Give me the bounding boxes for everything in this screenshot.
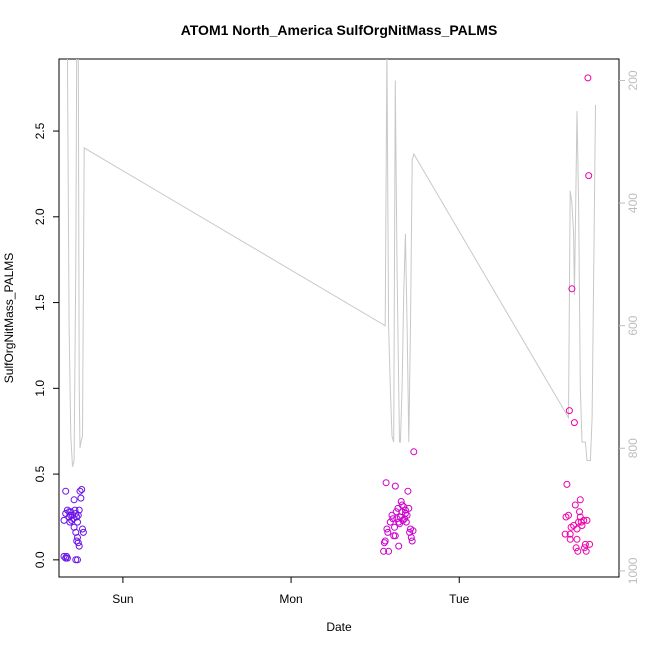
data-point [72,556,80,564]
y-tick-label: 0.5 [33,465,47,482]
y2-tick-label: 1000 [626,557,640,584]
data-point [399,516,407,524]
x-tick-label: Mon [279,592,302,606]
data-point [581,540,589,548]
data-point [75,542,83,550]
data-point [570,419,578,427]
data-point [385,547,393,555]
data-point [382,479,390,487]
data-point [70,496,78,504]
data-point [408,537,416,545]
chart-title: ATOM1 North_America SulfOrgNitMass_PALMS [181,22,498,38]
data-point [388,511,396,519]
data-point [576,513,584,521]
data-point [380,547,388,555]
data-point [565,511,572,519]
y-axis: 0.0 0.5 1.0 1.5 2.0 2.5 [33,122,59,568]
y2-tick-label: 600 [626,315,640,335]
data-point [67,511,75,519]
data-point [391,482,399,490]
data-point [401,510,409,517]
data-point [574,547,582,555]
data-point [384,528,392,536]
data-point [402,518,410,526]
data-point [576,508,583,516]
data-point [398,501,406,509]
data-point [74,534,81,541]
data-point [405,504,413,512]
y2-tick-label: 400 [626,193,640,213]
data-point [77,494,85,502]
data-point [381,537,389,545]
data-point [576,496,584,504]
pressure-profile-line [66,59,596,467]
x-tick-label: Sun [112,592,133,606]
data-point [401,506,409,514]
data-point [566,530,574,538]
plot-frame [58,58,620,578]
data-point [75,506,83,514]
data-point [404,487,412,495]
data-point [561,530,569,538]
data-point [571,501,579,509]
y2-tick-label: 200 [626,70,640,90]
data-point [383,525,391,533]
secondary-y-axis: 200 400 600 800 1000 [619,70,640,584]
data-point [407,534,415,541]
data-point [565,407,573,415]
y2-tick-label: 800 [626,438,640,458]
data-point [391,532,399,540]
data-point [76,487,84,495]
y-tick-label: 1.0 [33,380,47,397]
x-tick-label: Tue [449,592,470,606]
data-point [585,172,593,180]
data-point [563,480,571,488]
data-point [74,518,81,526]
y-tick-label: 0.0 [33,551,47,568]
data-point [65,508,73,516]
data-point [391,523,398,531]
data-point [79,528,87,536]
data-point [568,285,576,293]
data-point [584,74,592,82]
data-point [395,542,403,550]
x-axis: Sun Mon Tue [112,577,470,606]
data-point [586,540,594,548]
x-axis-label: Date [326,620,352,634]
points-layer [60,74,594,564]
data-point [78,486,86,493]
data-point [572,544,580,552]
data-point [63,554,71,562]
data-point [60,552,68,560]
pressure-line-layer [66,59,596,467]
y-tick-label: 2.0 [33,208,47,225]
y-axis-label: SulfOrgNitMass_PALMS [2,253,16,383]
data-point [573,535,581,543]
data-point [583,516,591,524]
data-point [582,547,590,555]
data-point [63,506,71,514]
data-point [79,525,86,533]
y-tick-label: 1.5 [33,294,47,311]
data-point [581,544,588,552]
data-point [74,511,82,519]
data-point [62,487,70,495]
y-tick-label: 2.5 [33,122,47,139]
data-point [409,527,417,535]
data-point [566,535,574,543]
data-point [74,539,82,547]
data-point [389,515,397,523]
data-point [573,525,581,533]
data-point [410,448,418,456]
